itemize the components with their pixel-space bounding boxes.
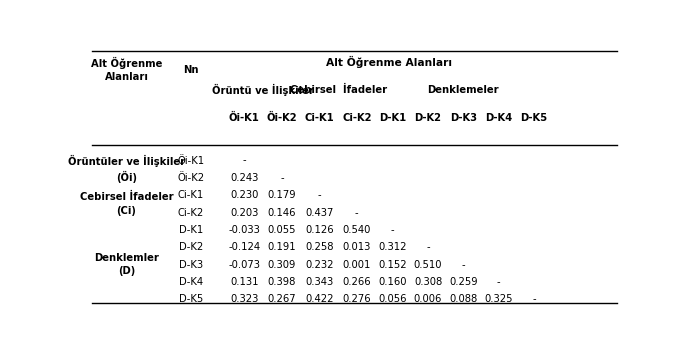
Text: -: -: [497, 277, 500, 287]
Text: 0.179: 0.179: [267, 190, 296, 200]
Text: Öi-K1: Öi-K1: [177, 155, 205, 166]
Text: 0.013: 0.013: [343, 242, 371, 252]
Text: Öi-K2: Öi-K2: [267, 113, 297, 123]
Text: Ci-K1: Ci-K1: [305, 113, 334, 123]
Text: -0.073: -0.073: [228, 260, 261, 270]
Text: -: -: [426, 242, 430, 252]
Text: 0.398: 0.398: [267, 277, 296, 287]
Text: D-K4: D-K4: [179, 277, 203, 287]
Text: 0.540: 0.540: [343, 225, 371, 235]
Text: Öi-K2: Öi-K2: [177, 173, 205, 183]
Text: 0.230: 0.230: [230, 190, 258, 200]
Text: 0.267: 0.267: [267, 294, 296, 304]
Text: Nn: Nn: [183, 65, 198, 75]
Text: -: -: [280, 173, 283, 183]
Text: Cebirsel İfadeler
(Ci): Cebirsel İfadeler (Ci): [79, 192, 173, 215]
Text: D-K5: D-K5: [179, 294, 203, 304]
Text: 0.422: 0.422: [305, 294, 334, 304]
Text: 0.146: 0.146: [267, 208, 296, 218]
Text: 0.191: 0.191: [267, 242, 296, 252]
Text: 0.131: 0.131: [230, 277, 258, 287]
Text: 0.276: 0.276: [343, 294, 371, 304]
Text: 0.437: 0.437: [305, 208, 334, 218]
Text: 0.309: 0.309: [267, 260, 296, 270]
Text: 0.312: 0.312: [379, 242, 407, 252]
Text: D-K1: D-K1: [379, 113, 406, 123]
Text: 0.232: 0.232: [305, 260, 334, 270]
Text: 0.323: 0.323: [230, 294, 258, 304]
Text: -: -: [391, 225, 395, 235]
Text: 0.203: 0.203: [230, 208, 258, 218]
Text: Alt Öğrenme
Alanları: Alt Öğrenme Alanları: [91, 57, 162, 82]
Text: Ci-K2: Ci-K2: [342, 113, 372, 123]
Text: D-K2: D-K2: [179, 242, 203, 252]
Text: 0.243: 0.243: [230, 173, 258, 183]
Text: 0.126: 0.126: [305, 225, 334, 235]
Text: -: -: [243, 155, 246, 166]
Text: D-K3: D-K3: [450, 113, 477, 123]
Text: -0.033: -0.033: [229, 225, 261, 235]
Text: -: -: [355, 208, 359, 218]
Text: Öi-K1: Öi-K1: [229, 113, 260, 123]
Text: Denklemler
(D): Denklemler (D): [94, 253, 159, 276]
Text: -: -: [318, 190, 321, 200]
Text: 0.160: 0.160: [379, 277, 407, 287]
Text: -0.124: -0.124: [228, 242, 261, 252]
Text: 0.056: 0.056: [379, 294, 407, 304]
Text: 0.001: 0.001: [343, 260, 371, 270]
Text: 0.152: 0.152: [379, 260, 407, 270]
Text: 0.510: 0.510: [414, 260, 442, 270]
Text: 0.266: 0.266: [343, 277, 371, 287]
Text: 0.088: 0.088: [449, 294, 477, 304]
Text: 0.258: 0.258: [305, 242, 334, 252]
Text: -: -: [532, 294, 536, 304]
Text: D-K1: D-K1: [179, 225, 203, 235]
Text: Örüntüler ve İlişkiler
(Öi): Örüntüler ve İlişkiler (Öi): [68, 155, 185, 183]
Text: Denklemeler: Denklemeler: [428, 85, 499, 95]
Text: 0.343: 0.343: [305, 277, 334, 287]
Text: 0.006: 0.006: [414, 294, 442, 304]
Text: Ci-K1: Ci-K1: [178, 190, 204, 200]
Text: Cebirsel  İfadeler: Cebirsel İfadeler: [290, 85, 387, 95]
Text: 0.055: 0.055: [267, 225, 296, 235]
Text: Örüntü ve İlişkiler: Örüntü ve İlişkiler: [212, 84, 314, 96]
Text: D-K5: D-K5: [520, 113, 548, 123]
Text: D-K2: D-K2: [415, 113, 442, 123]
Text: 0.325: 0.325: [484, 294, 513, 304]
Text: -: -: [462, 260, 465, 270]
Text: 0.308: 0.308: [414, 277, 442, 287]
Text: Alt Öğrenme Alanları: Alt Öğrenme Alanları: [326, 56, 452, 68]
Text: D-K3: D-K3: [179, 260, 203, 270]
Text: 0.259: 0.259: [449, 277, 477, 287]
Text: Ci-K2: Ci-K2: [178, 208, 204, 218]
Text: D-K4: D-K4: [485, 113, 512, 123]
